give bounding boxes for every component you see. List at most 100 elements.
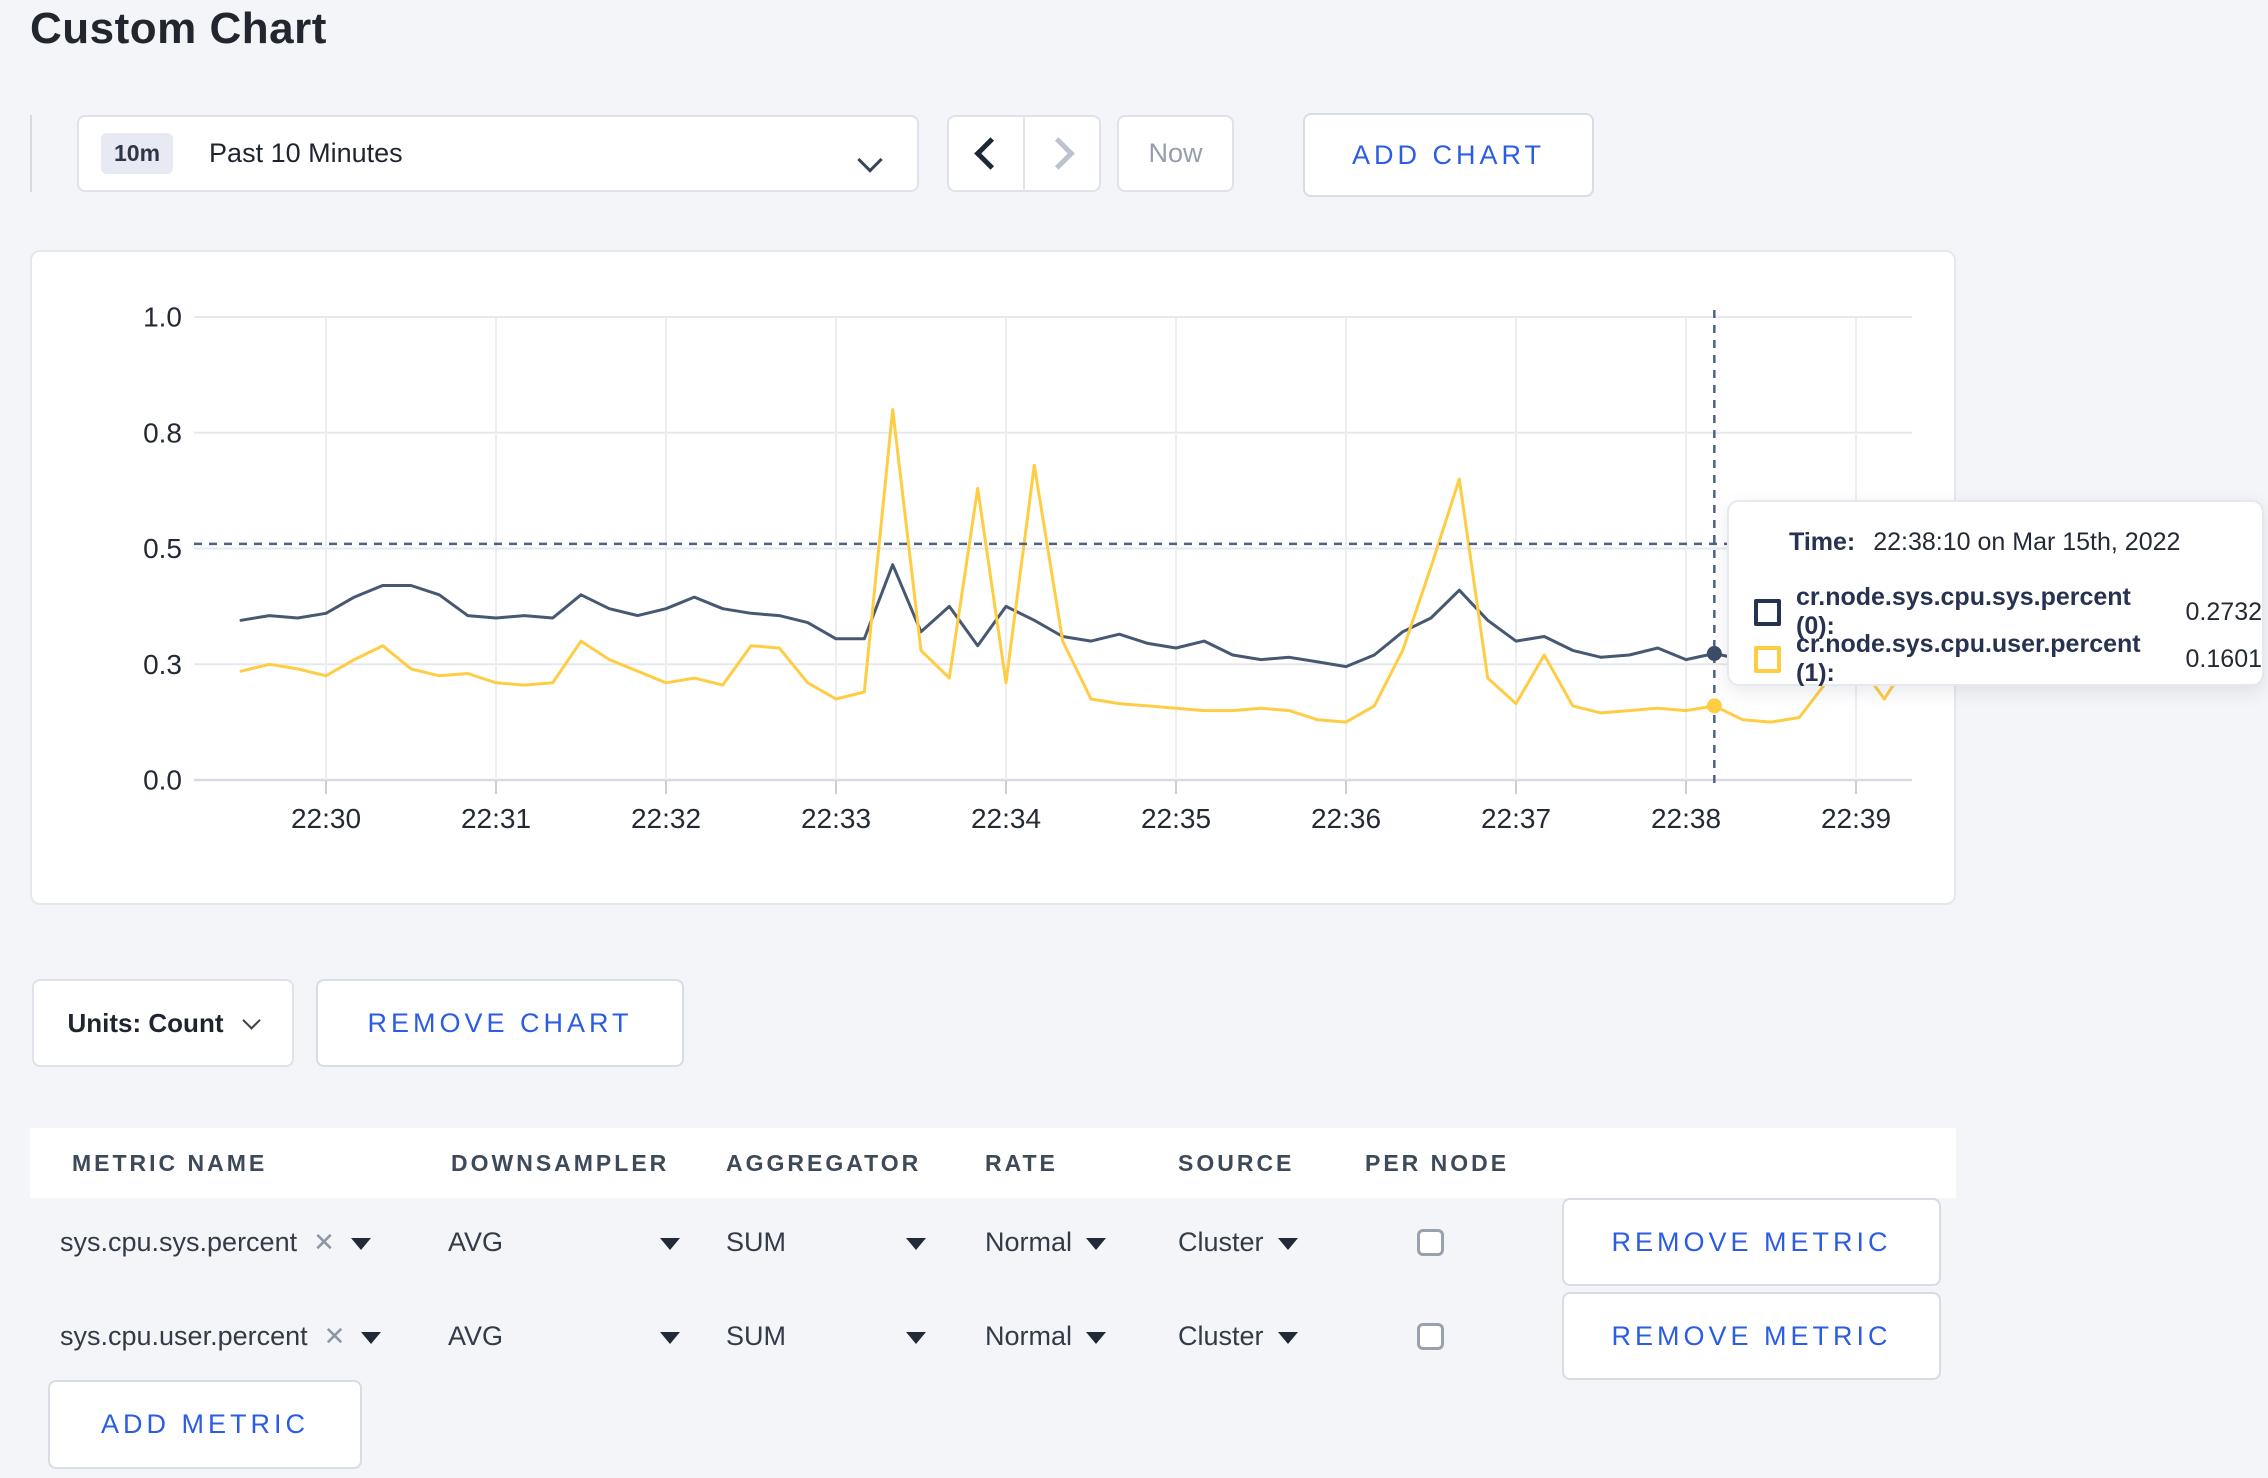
dropdown-arrow-icon <box>1277 1332 1298 1344</box>
y-tick-label: 1.0 <box>143 302 182 333</box>
y-tick-label: 0.5 <box>143 533 182 564</box>
time-window-select[interactable]: 10m Past 10 Minutes <box>77 115 919 192</box>
source-value: Cluster <box>1178 1226 1264 1257</box>
x-tick-label: 22:31 <box>461 803 531 834</box>
hover-dot-0 <box>1706 646 1722 662</box>
column-header-downsampler: DOWNSAMPLER <box>451 1149 670 1176</box>
chevron-right-icon <box>1041 137 1075 170</box>
source-value: Cluster <box>1178 1320 1264 1351</box>
remove-chart-button[interactable]: REMOVE CHART <box>316 979 684 1067</box>
series-swatch-icon <box>1754 598 1781 626</box>
remove-metric-cell: REMOVE METRIC <box>1562 1198 1941 1286</box>
rate-select[interactable]: Normal <box>985 1292 1107 1380</box>
x-tick-label: 22:33 <box>801 803 871 834</box>
units-select-label: Units: Count <box>67 1007 224 1038</box>
add-metric-button[interactable]: ADD METRIC <box>48 1380 362 1469</box>
x-tick-label: 22:32 <box>631 803 701 834</box>
tooltip-series-value: 0.2732 <box>2185 597 2262 626</box>
chevron-down-icon <box>857 147 883 173</box>
tooltip-series-row: cr.node.sys.cpu.user.percent (1): 0.1601 <box>1754 630 2262 688</box>
column-header-rate: RATE <box>985 1149 1058 1176</box>
source-select[interactable]: Cluster <box>1178 1198 1298 1286</box>
dropdown-arrow-icon <box>1277 1238 1298 1250</box>
x-tick-label: 22:36 <box>1311 803 1381 834</box>
metric-name: sys.cpu.sys.percent <box>60 1226 298 1257</box>
metric-row: sys.cpu.user.percent ✕ AVG SUM Normal Cluster… <box>30 1292 1956 1380</box>
chevron-left-icon <box>973 137 1007 170</box>
dropdown-arrow-icon <box>1086 1238 1107 1250</box>
per-node-checkbox[interactable] <box>1417 1322 1444 1350</box>
column-header-source: SOURCE <box>1178 1149 1295 1176</box>
dropdown-arrow-icon <box>660 1238 680 1250</box>
tooltip-time-label: Time: <box>1789 528 1856 556</box>
dropdown-arrow-icon[interactable] <box>350 1238 371 1250</box>
remove-metric-button[interactable]: REMOVE METRIC <box>1562 1198 1941 1286</box>
series-line-0 <box>239 563 1915 669</box>
dropdown-arrow-icon <box>906 1238 926 1250</box>
now-button[interactable]: Now <box>1117 115 1234 192</box>
metric-name-cell: sys.cpu.sys.percent ✕ <box>60 1198 371 1286</box>
tooltip-series-value: 0.1601 <box>2185 644 2262 673</box>
per-node-cell <box>1417 1292 1444 1380</box>
units-select[interactable]: Units: Count <box>32 979 294 1067</box>
tooltip-series-row: cr.node.sys.cpu.sys.percent (0): 0.2732 <box>1754 583 2262 641</box>
tooltip-series-name: cr.node.sys.cpu.user.percent (1): <box>1796 630 2141 687</box>
x-tick-label: 22:39 <box>1821 803 1891 834</box>
prev-time-button[interactable] <box>949 117 1025 190</box>
time-window-badge: 10m <box>101 133 174 174</box>
dropdown-arrow-icon <box>660 1332 680 1344</box>
toolbar-divider <box>30 115 32 192</box>
chart-tooltip: Time: 22:38:10 on Mar 15th, 2022 cr.node… <box>1727 500 2264 688</box>
tooltip-series-name: cr.node.sys.cpu.sys.percent (0): <box>1796 583 2131 640</box>
remove-metric-x-icon[interactable]: ✕ <box>323 1320 346 1351</box>
source-select[interactable]: Cluster <box>1178 1292 1298 1380</box>
metric-name-cell: sys.cpu.user.percent ✕ <box>60 1292 382 1380</box>
column-header-aggregator: AGGREGATOR <box>726 1149 922 1176</box>
dropdown-arrow-icon <box>906 1332 926 1344</box>
x-tick-label: 22:30 <box>291 803 361 834</box>
series-line-1 <box>239 408 1915 724</box>
hover-dot-1 <box>1706 698 1722 714</box>
downsampler-select[interactable]: AVG <box>448 1198 680 1286</box>
rate-value: Normal <box>985 1320 1073 1351</box>
metric-name: sys.cpu.user.percent <box>60 1320 308 1351</box>
remove-metric-button[interactable]: REMOVE METRIC <box>1562 1292 1941 1380</box>
y-tick-label: 0.3 <box>143 649 182 680</box>
time-window-label: Past 10 Minutes <box>209 138 403 168</box>
next-time-button[interactable] <box>1025 117 1099 190</box>
tooltip-time-row: Time: 22:38:10 on Mar 15th, 2022 <box>1789 528 2180 557</box>
remove-metric-cell: REMOVE METRIC <box>1562 1292 1941 1380</box>
downsampler-value: AVG <box>448 1320 504 1351</box>
downsampler-select[interactable]: AVG <box>448 1292 680 1380</box>
x-tick-label: 22:34 <box>971 803 1041 834</box>
downsampler-value: AVG <box>448 1226 504 1257</box>
time-nav-group <box>947 115 1101 192</box>
x-tick-label: 22:37 <box>1481 803 1551 834</box>
dropdown-arrow-icon <box>1086 1332 1107 1344</box>
tooltip-time-value: 22:38:10 on Mar 15th, 2022 <box>1873 528 2181 556</box>
chart-card: 0.0 0.3 0.5 0.8 1.0 22:30 22:31 22:32 22:33 22:34… <box>30 250 1956 905</box>
rate-select[interactable]: Normal <box>985 1198 1107 1286</box>
add-chart-button[interactable]: ADD CHART <box>1303 113 1594 197</box>
line-chart[interactable]: 0.0 0.3 0.5 0.8 1.0 22:30 22:31 22:32 22:33 22:34… <box>32 252 1954 903</box>
x-tick-label: 22:35 <box>1141 803 1211 834</box>
aggregator-select[interactable]: SUM <box>726 1198 926 1286</box>
aggregator-value: SUM <box>726 1226 786 1257</box>
column-header-metric-name: METRIC NAME <box>72 1149 268 1176</box>
chevron-down-icon <box>242 1011 262 1030</box>
per-node-cell <box>1417 1198 1444 1286</box>
series-swatch-icon <box>1754 645 1781 673</box>
per-node-checkbox[interactable] <box>1417 1228 1444 1256</box>
remove-metric-x-icon[interactable]: ✕ <box>313 1226 335 1257</box>
x-tick-label: 22:38 <box>1651 803 1721 834</box>
metrics-table-header: METRIC NAME DOWNSAMPLER AGGREGATOR RATE SOUR… <box>30 1128 1956 1198</box>
page-title: Custom Chart <box>30 4 327 53</box>
aggregator-select[interactable]: SUM <box>726 1292 926 1380</box>
column-header-per-node: PER NODE <box>1365 1149 1510 1176</box>
y-tick-label: 0.0 <box>143 765 182 796</box>
aggregator-value: SUM <box>726 1320 786 1351</box>
rate-value: Normal <box>985 1226 1073 1257</box>
dropdown-arrow-icon[interactable] <box>361 1332 382 1344</box>
y-tick-label: 0.8 <box>143 417 182 448</box>
